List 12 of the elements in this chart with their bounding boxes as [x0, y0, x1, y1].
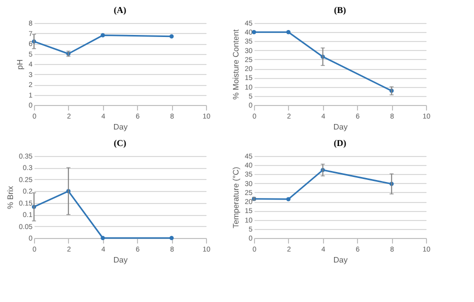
x-axis-title: Day: [333, 122, 348, 132]
y-axis-title: Temperature (°C): [232, 166, 241, 228]
x-axis-title: Day: [333, 256, 348, 264]
chart-title: (D): [334, 138, 346, 148]
y-axis-title: pH: [16, 59, 25, 70]
chart-title: (C): [114, 138, 126, 148]
x-axis-title: Day: [113, 122, 128, 132]
y-axis-title: % Brix: [6, 186, 15, 210]
chart-title: (B): [334, 5, 346, 15]
chart-title: (A): [114, 5, 126, 15]
y-axis-title: % Moisture Content: [232, 28, 241, 100]
x-axis-title: Day: [113, 256, 128, 264]
